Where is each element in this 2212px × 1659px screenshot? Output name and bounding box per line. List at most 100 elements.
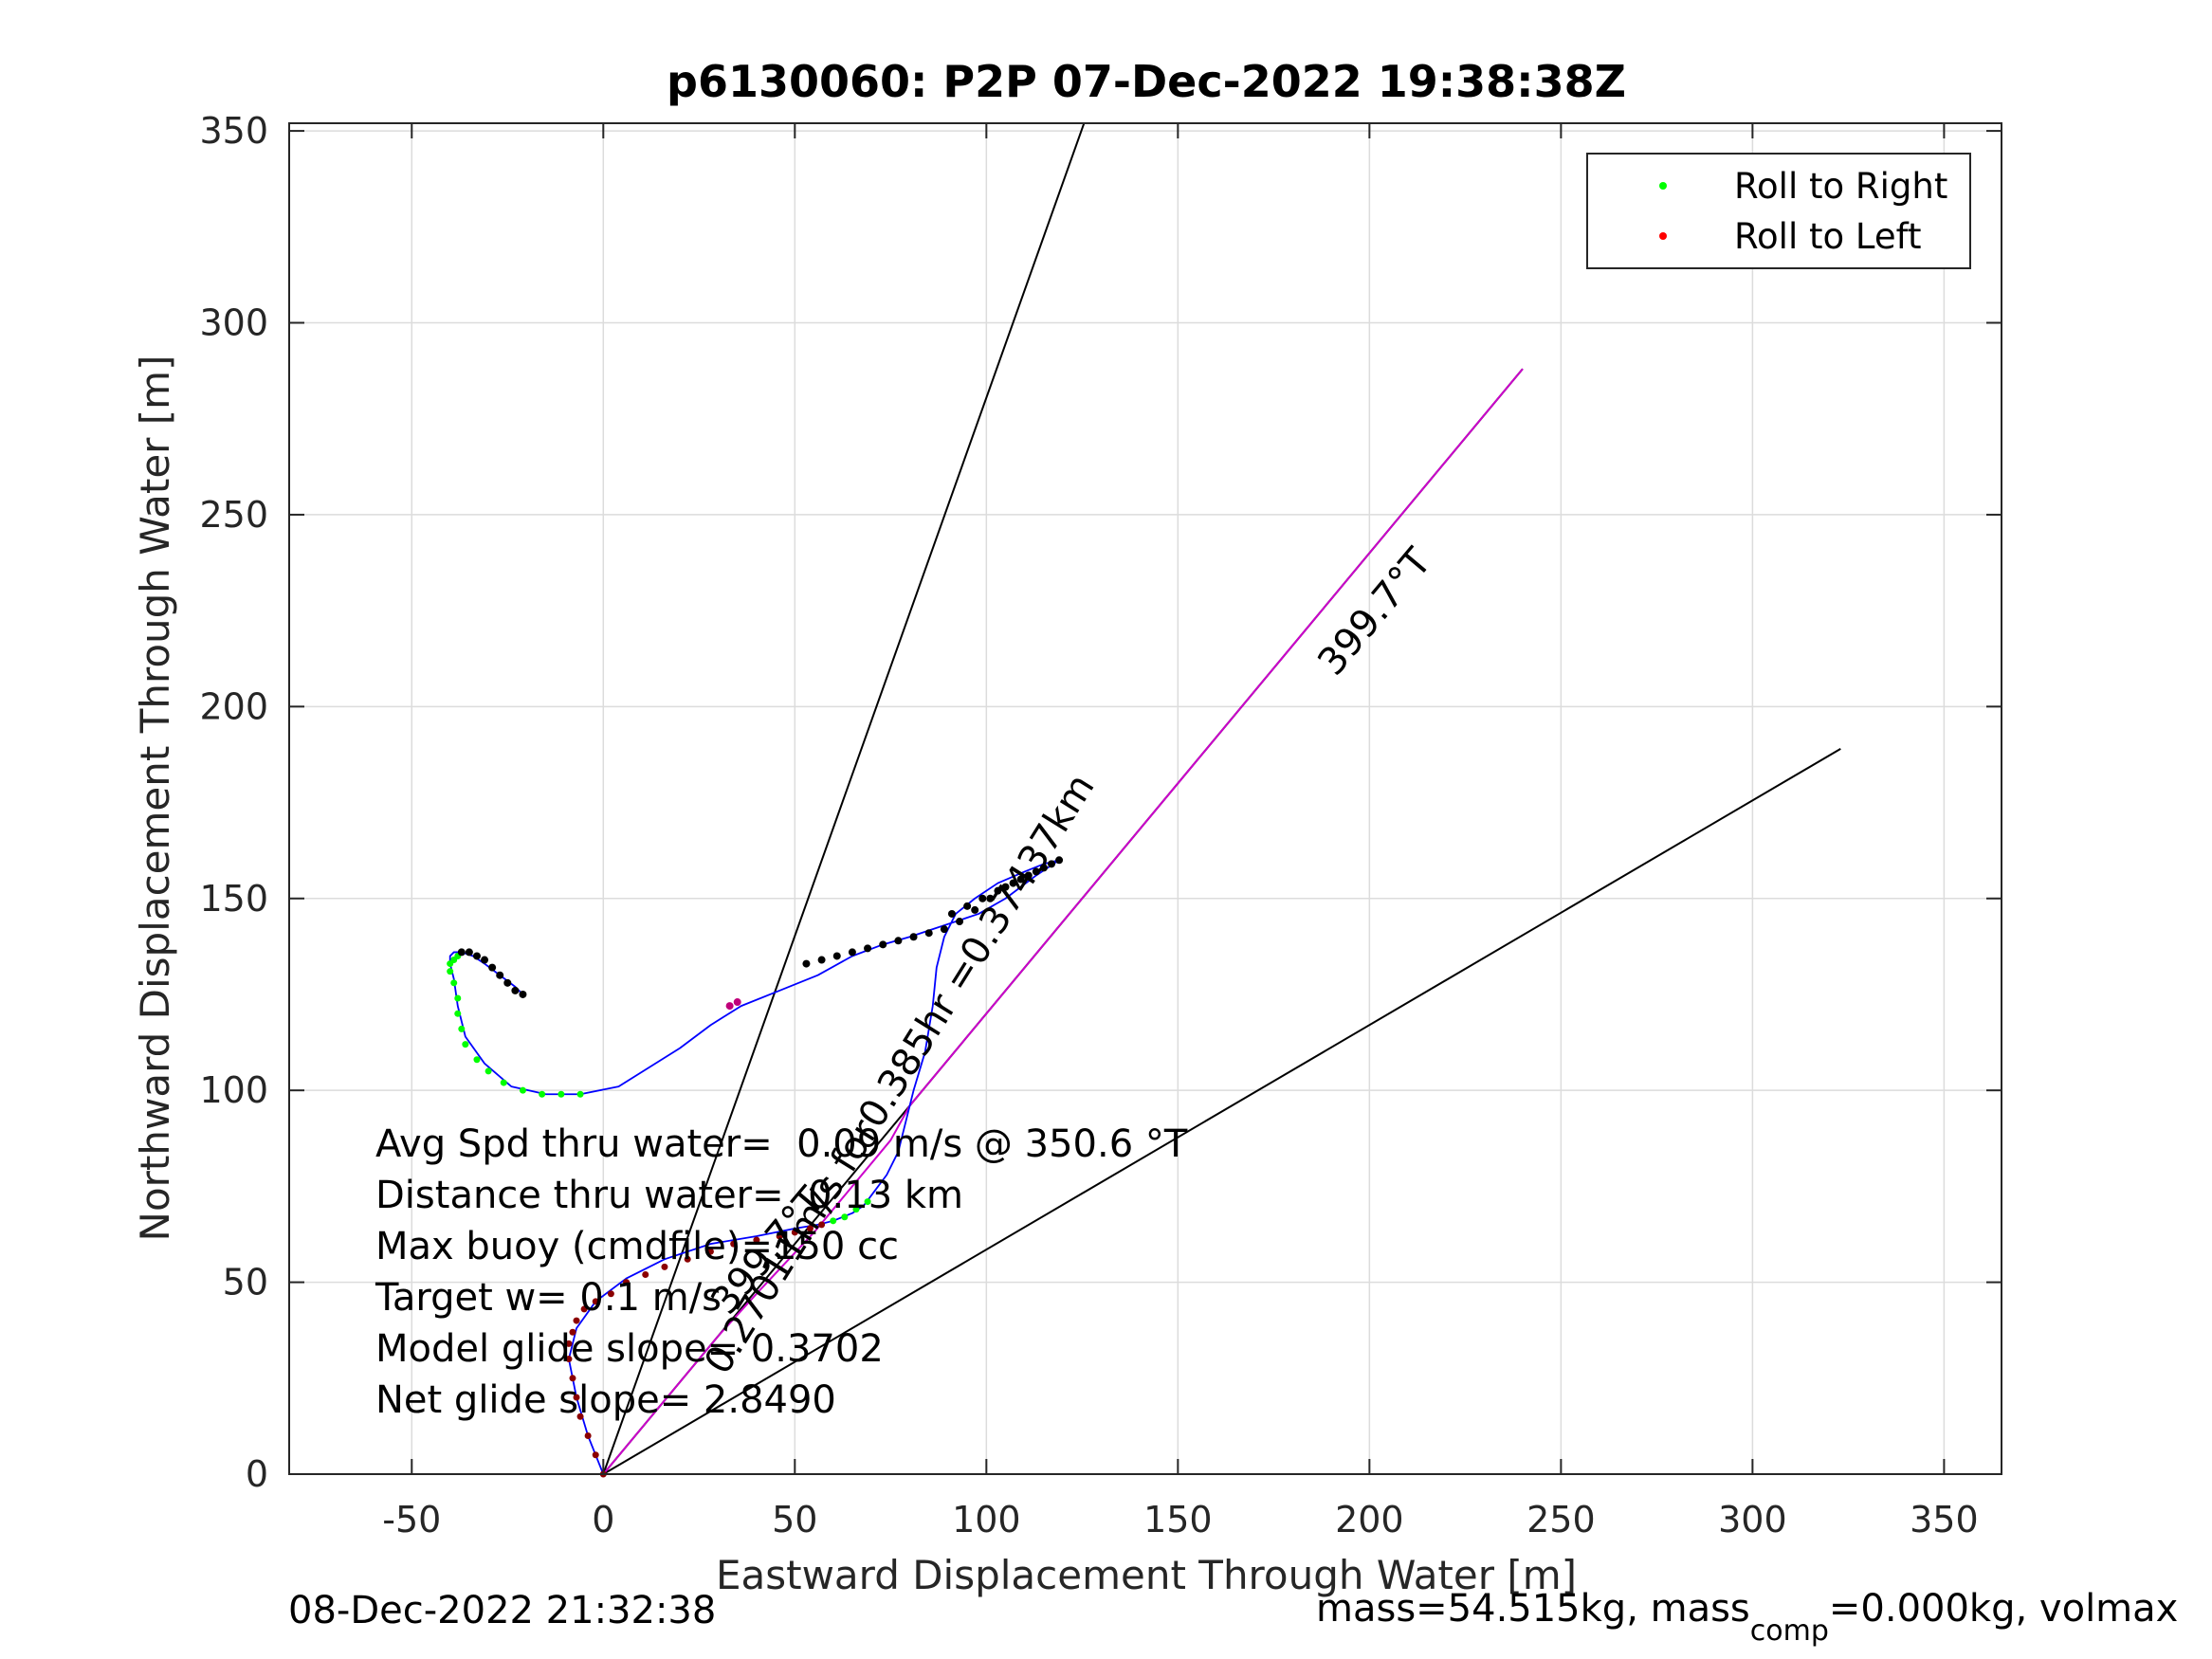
heading-path-magenta xyxy=(602,368,1524,1475)
x-tick-labels: -50 0 50 100 150 200 250 300 350 xyxy=(382,1499,1978,1540)
roll-right-point xyxy=(484,1067,492,1075)
surface-point xyxy=(488,963,497,972)
surface-point xyxy=(472,952,481,960)
stats-block: Avg Spd thru water= 0.09 m/s @ 350.6 °T … xyxy=(375,1122,1188,1422)
dive-point xyxy=(573,1317,580,1324)
surface-point xyxy=(864,944,872,953)
roll-right-point xyxy=(500,1079,507,1086)
x-tick-label: 150 xyxy=(1143,1499,1213,1540)
dive-point xyxy=(569,1375,576,1382)
dive-point xyxy=(776,1232,783,1240)
roll-right-point xyxy=(462,1041,469,1048)
legend-marker-roll-right xyxy=(1659,182,1667,190)
surface-point xyxy=(1016,875,1025,884)
dive-point xyxy=(584,1432,592,1440)
x-tick-label: 0 xyxy=(592,1499,614,1540)
y-tick-label: 100 xyxy=(199,1069,268,1111)
roll-right-point xyxy=(841,1213,849,1221)
surface-point xyxy=(1001,883,1010,891)
surface-point xyxy=(963,902,972,910)
surface-point xyxy=(1048,860,1056,868)
dive-point xyxy=(569,1328,576,1336)
surface-point xyxy=(956,918,964,926)
surface-point xyxy=(1032,867,1040,876)
axis-ticks xyxy=(289,123,2002,1475)
surface-point xyxy=(924,929,933,938)
y-tick-label: 250 xyxy=(199,494,268,536)
stats-avg-speed: Avg Spd thru water= 0.09 m/s @ 350.6 °T xyxy=(375,1122,1188,1166)
dive-point xyxy=(642,1270,649,1278)
stats-target-w: Target w= 0.1 m/s xyxy=(375,1276,722,1320)
roll-left-point xyxy=(733,998,741,1007)
y-axis-label: Northward Displacement Through Water [m] xyxy=(132,356,178,1242)
footer-date: 08-Dec-2022 21:32:38 xyxy=(288,1589,716,1632)
x-tick-label: 250 xyxy=(1526,1499,1596,1540)
surface-point xyxy=(1009,879,1017,887)
x-tick-label: -50 xyxy=(382,1499,441,1540)
dive-point xyxy=(661,1263,668,1270)
surface-point xyxy=(496,971,504,979)
surface-point xyxy=(481,956,489,964)
dive-point xyxy=(684,1255,691,1263)
footer-mass-suffix: =0.000kg, volmax xyxy=(1829,1587,2178,1631)
dive-point xyxy=(573,1394,580,1401)
surface-point xyxy=(511,986,520,994)
surface-point xyxy=(519,990,527,998)
surface-point xyxy=(503,978,512,987)
legend: Roll to Right Roll to Left xyxy=(1586,153,1971,269)
roll-left-point xyxy=(725,1002,734,1011)
x-tick-label: 300 xyxy=(1718,1499,1787,1540)
surface-point xyxy=(1024,871,1033,880)
surface-point xyxy=(817,956,826,964)
stats-max-buoy: Max buoy (cmdfile)=150 cc xyxy=(375,1225,899,1268)
roll-right-point xyxy=(447,968,454,975)
dive-point xyxy=(565,1340,573,1347)
surface-point xyxy=(879,940,887,949)
chart-title: p6130060: P2P 07-Dec-2022 19:38:38Z xyxy=(667,56,1626,107)
roll-right-point xyxy=(576,1090,584,1098)
dive-point xyxy=(565,1356,573,1363)
roll-right-point xyxy=(539,1090,546,1098)
dive-point xyxy=(818,1221,826,1229)
surface-point xyxy=(940,925,948,934)
dive-point xyxy=(592,1451,599,1459)
legend-label-roll-right: Roll to Right xyxy=(1734,166,1947,207)
surface-point xyxy=(802,959,811,968)
tracks xyxy=(448,368,1524,1475)
surface-point xyxy=(971,905,979,914)
dive-point xyxy=(706,1248,714,1255)
roll-right-point xyxy=(519,1086,526,1094)
dive-point xyxy=(791,1229,798,1236)
roll-right-point xyxy=(558,1090,565,1098)
roll-right-point xyxy=(473,1056,481,1064)
dive-point xyxy=(753,1236,760,1244)
dive-point xyxy=(576,1413,584,1420)
dive-point xyxy=(607,1290,614,1298)
footer-mass-subscript: comp xyxy=(1750,1614,1829,1648)
surface-point xyxy=(1039,864,1048,872)
legend-box xyxy=(1586,153,1971,269)
roll-right-point xyxy=(830,1217,837,1225)
wedge-line-2 xyxy=(602,748,1841,1475)
roll-right-point xyxy=(864,1198,871,1206)
surface-point xyxy=(832,952,841,960)
roll-right-point xyxy=(458,1025,466,1032)
y-tick-label: 50 xyxy=(223,1262,268,1304)
data-points xyxy=(447,856,1064,1478)
x-tick-label: 200 xyxy=(1335,1499,1404,1540)
y-tick-label: 300 xyxy=(199,302,268,344)
surface-point xyxy=(986,894,995,902)
roll-right-point xyxy=(450,979,458,987)
x-tick-label: 350 xyxy=(1910,1499,1979,1540)
legend-label-roll-left: Roll to Left xyxy=(1734,216,1922,257)
footer-mass: mass=54.515kg, masscomp=0.000kg, volmax xyxy=(1316,1587,2178,1648)
plot-background xyxy=(289,123,2002,1474)
y-tick-label: 350 xyxy=(199,110,268,152)
plot-frame xyxy=(288,122,2002,1475)
dive-point xyxy=(806,1225,814,1232)
roll-right-point xyxy=(454,994,462,1002)
surface-point xyxy=(947,909,956,918)
stats-model-glide: Model glide slope= 0.3702 xyxy=(375,1327,884,1371)
surface-point xyxy=(848,948,856,957)
